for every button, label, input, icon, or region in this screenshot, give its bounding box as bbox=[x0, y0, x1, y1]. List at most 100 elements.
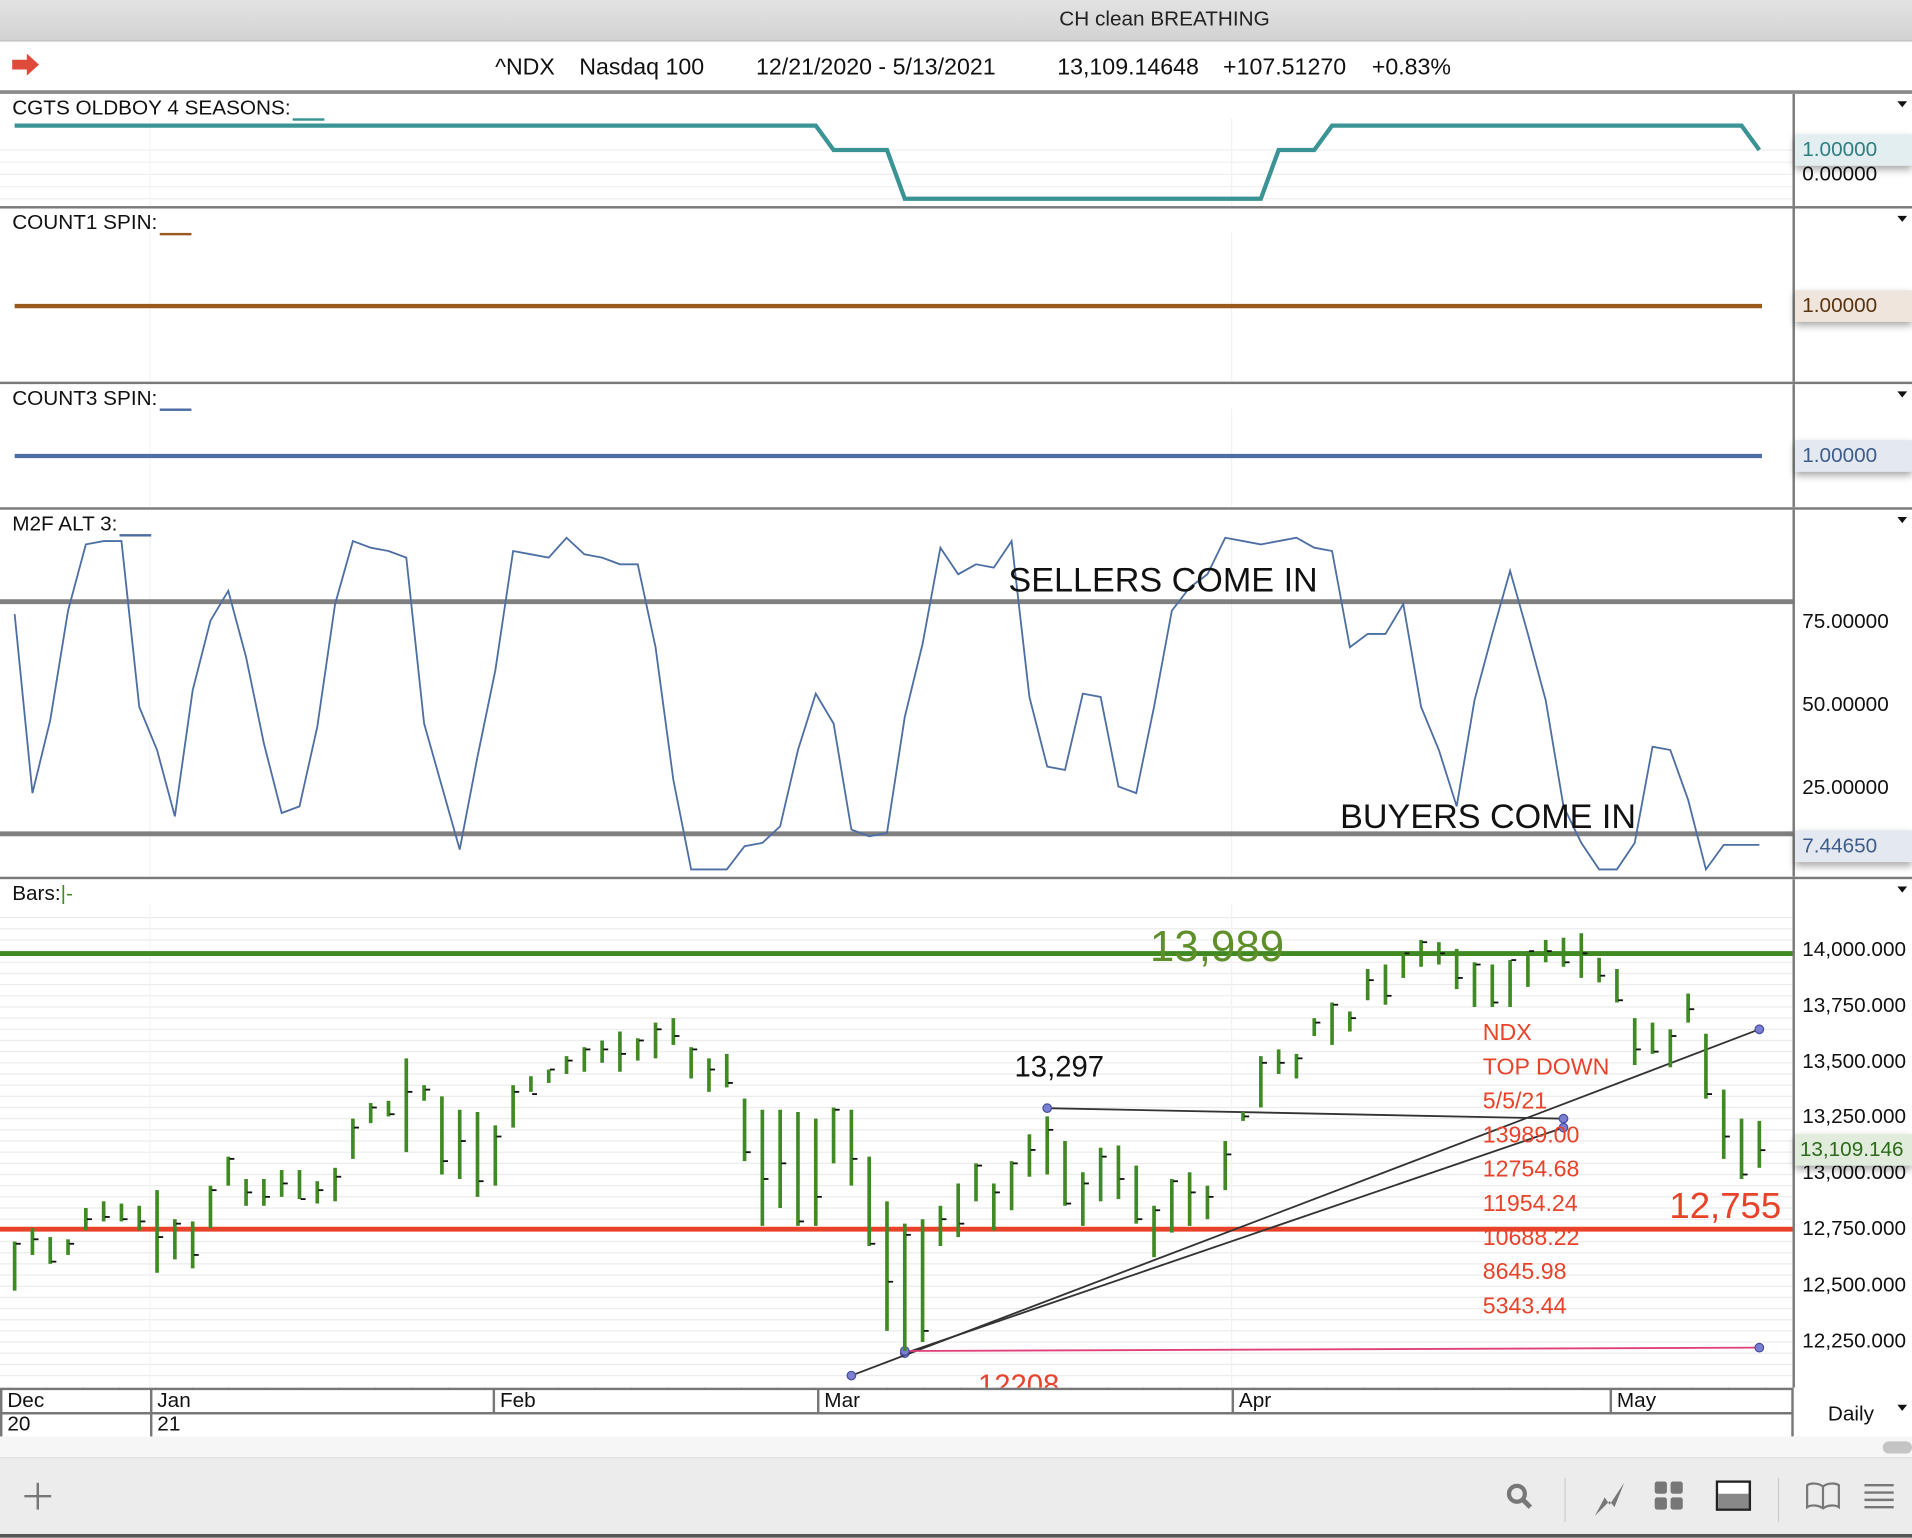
scroll-thumb[interactable] bbox=[1882, 1441, 1912, 1454]
trendline bbox=[904, 1346, 1760, 1352]
date-label-month: Apr bbox=[1238, 1388, 1272, 1413]
panel-menu-triangle-icon[interactable] bbox=[1897, 886, 1908, 893]
plus-icon[interactable] bbox=[22, 1480, 54, 1512]
trendline-handle bbox=[1558, 1122, 1569, 1133]
panel-menu-triangle-icon[interactable] bbox=[1897, 517, 1908, 524]
ndx-level-line: 11954.24 bbox=[1482, 1191, 1578, 1217]
panel-menu-triangle-icon[interactable] bbox=[1897, 101, 1908, 108]
current-value-box: 1.00000 bbox=[1794, 290, 1912, 322]
price-axis-tick: 13,000.000 bbox=[1802, 1161, 1907, 1185]
axis-divider[interactable] bbox=[1792, 509, 1795, 877]
price-plot bbox=[0, 903, 1793, 1388]
list-icon[interactable] bbox=[1862, 1480, 1896, 1512]
period-selector[interactable]: Daily bbox=[1827, 1402, 1874, 1426]
cgts-line bbox=[14, 123, 1762, 201]
ndx-level-line: 12754.68 bbox=[1482, 1157, 1580, 1183]
current-value-box: 1.00000 bbox=[1794, 134, 1912, 166]
m2f-plot bbox=[0, 534, 1793, 877]
price-change: +107.51270 bbox=[1223, 54, 1347, 81]
window-title: CH clean BREATHING bbox=[1059, 7, 1270, 31]
ndx-level-line: 5343.44 bbox=[1482, 1293, 1567, 1320]
cgts-label: CGTS OLDBOY 4 SEASONS: bbox=[12, 96, 325, 121]
bars-label: Bars:|- bbox=[12, 881, 73, 905]
symbol: ^NDX bbox=[495, 54, 555, 81]
m2f-panel[interactable]: M2F ALT 3: 75.00000 50.00000 25.00000 7.… bbox=[0, 509, 1912, 880]
price-axis-tick: 12,250.000 bbox=[1802, 1328, 1907, 1352]
date-range: 12/21/2020 - 5/13/2021 bbox=[756, 54, 996, 81]
axis-tick-75: 75.00000 bbox=[1802, 609, 1889, 633]
support-label: 12,755 bbox=[1669, 1186, 1782, 1227]
axis-divider[interactable] bbox=[1792, 384, 1795, 508]
date-axis-lines bbox=[0, 1387, 1794, 1437]
current-price-box: 13,109.146 bbox=[1794, 1134, 1912, 1166]
bottom-toolbar bbox=[0, 1458, 1912, 1538]
grid-icon[interactable] bbox=[1653, 1480, 1685, 1512]
date-label-month: Dec bbox=[7, 1388, 45, 1413]
symbol-name: Nasdaq 100 bbox=[579, 54, 705, 81]
search-icon[interactable] bbox=[1505, 1480, 1534, 1512]
bars-panel[interactable]: Bars:|- 14,000.000 13,750.000 13,500.000 13… bbox=[0, 879, 1912, 1388]
cgts-panel[interactable]: CGTS OLDBOY 4 SEASONS: 0.00000 1.00000 bbox=[0, 93, 1912, 209]
count1-label: COUNT1 SPIN: bbox=[12, 211, 192, 236]
date-label-month: Jan bbox=[157, 1388, 191, 1413]
date-axis[interactable]: Dec 20 Jan 21 Feb Mar Apr May Daily bbox=[0, 1387, 1912, 1437]
date-label-month: Feb bbox=[499, 1388, 536, 1413]
date-label-month: May bbox=[1616, 1388, 1657, 1413]
current-value-box: 7.44650 bbox=[1794, 830, 1912, 863]
toolbar-divider bbox=[1777, 1477, 1780, 1522]
ndx-level-line: 5/5/21 bbox=[1482, 1088, 1548, 1115]
panel-menu-triangle-icon[interactable] bbox=[1897, 391, 1908, 398]
panel-icon[interactable] bbox=[1715, 1480, 1753, 1512]
chart-line-icon[interactable] bbox=[1593, 1480, 1630, 1517]
ndx-level-line: 13989.00 bbox=[1482, 1123, 1580, 1149]
panel-menu-triangle-icon[interactable] bbox=[1897, 215, 1908, 222]
count1-plot bbox=[14, 232, 1763, 382]
ndx-level-line: 10688.22 bbox=[1482, 1225, 1580, 1252]
ndx-level-line: 8645.98 bbox=[1482, 1259, 1567, 1286]
book-icon[interactable] bbox=[1805, 1480, 1842, 1512]
price-axis-tick: 12,500.000 bbox=[1802, 1272, 1907, 1296]
horizontal-scrollbar[interactable] bbox=[0, 1436, 1912, 1459]
last-price: 13,109.14648 bbox=[1057, 54, 1199, 81]
m2f-label: M2F ALT 3: bbox=[12, 512, 152, 537]
title-bar: CH clean BREATHING bbox=[0, 0, 1912, 42]
axis-divider[interactable] bbox=[1792, 208, 1795, 382]
axis-divider[interactable] bbox=[1792, 879, 1795, 1388]
date-label-month: Mar bbox=[824, 1388, 861, 1413]
trendline-handle bbox=[1754, 1024, 1765, 1035]
price-axis-tick: 12,750.000 bbox=[1802, 1216, 1907, 1241]
low-label: 12208 bbox=[977, 1369, 1060, 1388]
axis-tick-50: 50.00000 bbox=[1802, 692, 1889, 716]
trendline-handle bbox=[1754, 1342, 1765, 1353]
count1-panel[interactable]: COUNT1 SPIN: 1.00000 bbox=[0, 208, 1912, 385]
m2f-line bbox=[13, 536, 1760, 872]
resistance-label: 13,989 bbox=[1149, 920, 1285, 971]
price-change-pct: +0.83% bbox=[1371, 54, 1452, 81]
ndx-level-line: TOP DOWN bbox=[1482, 1054, 1610, 1081]
sellers-annotation: SELLERS COME IN bbox=[1008, 560, 1318, 599]
buyers-annotation: BUYERS COME IN bbox=[1340, 797, 1637, 836]
count3-label: COUNT3 SPIN: bbox=[12, 387, 192, 411]
axis-tick-25: 25.00000 bbox=[1802, 775, 1889, 799]
period-dropdown-triangle-icon[interactable] bbox=[1897, 1404, 1908, 1411]
count3-plot bbox=[14, 408, 1763, 508]
ndx-level-line: NDX bbox=[1482, 1020, 1532, 1047]
price-axis-tick: 13,750.000 bbox=[1802, 993, 1907, 1017]
price-axis-tick: 14,000.000 bbox=[1802, 937, 1907, 961]
trendline bbox=[851, 1028, 1760, 1377]
axis-label-zero: 0.00000 bbox=[1802, 162, 1878, 186]
ndx-levels-annotation: NDX TOP DOWN 5/5/21 13989.00 12754.68 11954.2… bbox=[1483, 1017, 1610, 1324]
date-label-year: 21 bbox=[157, 1412, 181, 1436]
current-value-box: 1.00000 bbox=[1794, 440, 1912, 472]
price-axis-tick: 13,250.000 bbox=[1802, 1105, 1907, 1129]
count3-panel[interactable]: COUNT3 SPIN: 1.00000 bbox=[0, 384, 1912, 510]
trendline-handle bbox=[1042, 1103, 1053, 1114]
trendline bbox=[904, 1126, 1564, 1355]
date-label-year: 20 bbox=[7, 1412, 31, 1436]
toolbar-divider bbox=[1564, 1477, 1566, 1522]
trendline-handle bbox=[846, 1370, 857, 1381]
price-axis-tick: 13,500.000 bbox=[1802, 1049, 1907, 1073]
axis-divider[interactable] bbox=[1792, 93, 1795, 207]
red-right-arrow-icon[interactable] bbox=[10, 52, 42, 76]
